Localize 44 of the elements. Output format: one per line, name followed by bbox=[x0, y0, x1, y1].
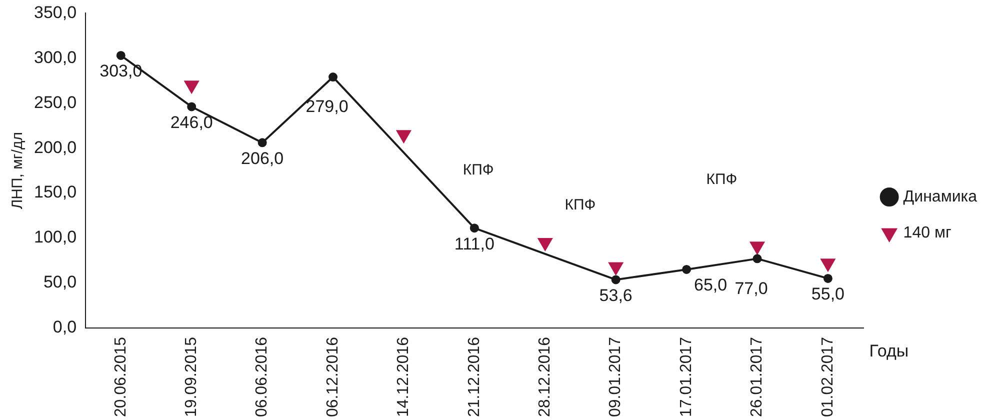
point bbox=[116, 50, 126, 60]
x-tick-label: 01.02.2017 bbox=[819, 336, 836, 417]
point bbox=[328, 72, 338, 82]
x-tick-label: 21.12.2016 bbox=[466, 336, 483, 417]
point bbox=[682, 264, 692, 274]
y-tick-label: 200,0 bbox=[34, 138, 77, 157]
annotation: КПФ bbox=[564, 196, 596, 214]
data-label: 246,0 bbox=[170, 112, 213, 132]
x-tick-label: 09.01.2017 bbox=[607, 336, 624, 417]
x-tick-label: 06.06.2016 bbox=[254, 336, 271, 417]
legend-label: Динамика bbox=[903, 188, 978, 206]
y-tick-label: 100,0 bbox=[34, 228, 77, 247]
legend-label: 140 мг bbox=[903, 224, 952, 242]
x-tick-label: 17.01.2017 bbox=[678, 336, 695, 417]
x-tick-label: 20.06.2015 bbox=[112, 336, 130, 417]
y-tick-label: 150,0 bbox=[34, 182, 77, 202]
point bbox=[470, 224, 479, 233]
x-axis-title: Годы bbox=[869, 342, 909, 361]
data-label: 303,0 bbox=[100, 62, 142, 81]
data-label: 77,0 bbox=[734, 278, 768, 298]
data-label: 206,0 bbox=[241, 148, 284, 168]
data-label: 65,0 bbox=[694, 276, 728, 295]
x-tick-label: 28.12.2016 bbox=[536, 336, 554, 417]
data-label: 279,0 bbox=[306, 97, 348, 116]
data-label: 53,6 bbox=[599, 286, 632, 305]
x-tick-label: 26.01.2017 bbox=[748, 336, 766, 417]
y-tick-label: 250,0 bbox=[34, 92, 77, 112]
point bbox=[823, 274, 832, 283]
y-tick-label: 300,0 bbox=[34, 48, 77, 67]
point bbox=[752, 254, 762, 264]
y-tick-label: 0,0 bbox=[52, 318, 77, 337]
x-tick-label: 06.12.2016 bbox=[324, 336, 342, 417]
point bbox=[187, 102, 196, 112]
annotation: КПФ bbox=[462, 162, 494, 179]
x-tick-label: 19.09.2015 bbox=[183, 336, 200, 417]
point bbox=[611, 275, 620, 284]
annotation: КПФ bbox=[706, 171, 738, 188]
y-axis-title: ЛНП, мг/дл bbox=[9, 132, 26, 210]
y-tick-label: 350,0 bbox=[34, 2, 77, 22]
point bbox=[258, 138, 267, 148]
data-label: 55,0 bbox=[811, 284, 844, 304]
data-label: 111,0 bbox=[454, 234, 494, 254]
y-tick-label: 50,0 bbox=[43, 272, 77, 292]
x-tick-label: 14.12.2016 bbox=[395, 336, 412, 417]
